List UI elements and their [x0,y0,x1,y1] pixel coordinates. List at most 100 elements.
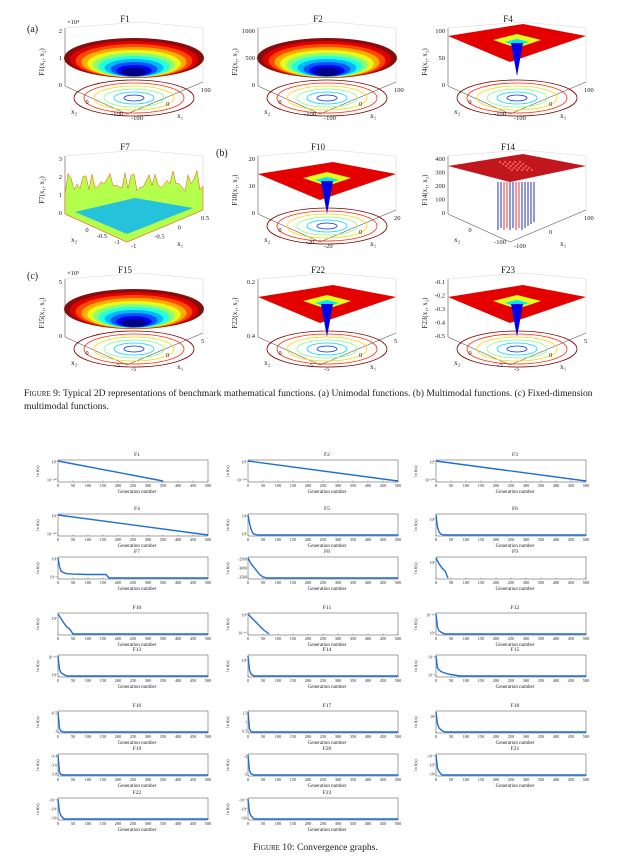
x-tick-label: 0 [57,580,59,585]
x-tick-label: 350 [160,777,166,782]
x-tick-label: 200 [115,821,121,826]
y-axis-label: ln f(x) [225,618,230,630]
x-tick-label: 250 [130,821,136,826]
x-tick-label: 0 [435,636,437,641]
x-tick-label: 150 [290,537,296,542]
x-tick-label: 450 [190,777,196,782]
x-tick-label: 450 [568,636,574,641]
y-tick-label: -5 [114,362,119,369]
z-tick-label: 2 [59,174,62,181]
convergence-chart-f19: F19 Generation number 0 50 100 150 200 250 300 35… [32,746,216,790]
x-tick-label: 450 [380,678,386,683]
x-tick-label: 300 [145,821,151,826]
figure-9-caption-text: Typical 2D representations of benchmark … [24,388,593,412]
x-tick-label: 350 [538,537,544,542]
x-tick-label: 350 [350,636,356,641]
x-tick-label: 250 [508,777,514,782]
x-axis-label: Generation number [117,741,157,746]
x-tick-label: 350 [538,483,544,488]
z-tick-label: -0.1 [435,279,445,286]
x-axis-label: Generation number [117,784,157,789]
panel-title: F1 [120,14,130,24]
x-tick-label: 350 [350,734,356,739]
x-tick-label: 300 [145,678,151,683]
surface-panel-f2: F2 1000 500 0 F2(x₁, x₂) -100 0 100 0 -100 x₁ x₂ [228,14,408,132]
y-axis-label: ln f(x) [35,465,40,477]
x-tick-label: 0 [435,678,437,683]
x-tick-label: 100 [275,678,281,683]
z-axis-label: F2(x₁, x₂) [231,48,239,76]
convergence-chart-f1: F1 Generation number 0 50 100 150 200 250 300 350… [32,452,216,496]
z-tick-label: -0.3 [435,306,445,313]
x-axis-label: Generation number [307,784,347,789]
x-tick-label: 300 [145,636,151,641]
convergence-line [57,460,164,482]
y-axis [126,332,204,366]
y-axis-label: ln f(x) [413,562,418,574]
z-tick-label: 2 [59,28,62,35]
x-tick-label: 350 [538,678,544,683]
x-tick-label: 0 [247,483,249,488]
y-axis-label: ln f(x) [413,519,418,531]
z-tick-label: 10 [249,183,256,190]
x-tick-label: 250 [320,636,326,641]
x-tick-label: 400 [553,483,559,488]
x-tick-label: 0 [435,580,437,585]
convergence-plot: 0 50 100 150 200 250 300 350 400 450 500 10⁰ 10⁻¹⁰ ln… [225,613,401,642]
x-tick-label: 350 [350,483,356,488]
x-tick-label: 100 [275,483,281,488]
y-tick-label: 0 [278,227,281,234]
x-tick-label: 0 [435,777,437,782]
convergence-line [247,711,398,733]
surface-panel-f1: F1 2 1 0 ×10⁴ F1(x₁, x₂) -100 0 100 0 -100 x₁ x₂ [35,14,215,132]
x-axis-label: x₁ [370,111,377,120]
convergence-chart-f9: F9 Generation number 0 50 100 150 200 250 300 350… [410,549,594,593]
x-tick-label: 50 [449,636,453,641]
plot-frame [247,797,399,821]
y-axis-label: ln f(x) [413,716,418,728]
z-axis-label: F22(x₁, x₂) [231,297,239,329]
chart-title: F10 [132,605,142,611]
z-tick-label: 0 [59,333,62,340]
row-label-c: (c) [27,271,39,282]
surface-plot: 2 1 0 ×10⁴ F1(x₁, x₂) -100 0 100 0 -100 x₁ x₂ [38,19,211,122]
panel-title: F23 [500,265,515,275]
x-tick-label: 200 [493,537,499,542]
chart-title: F16 [132,703,142,709]
x-tick-label: 500 [395,537,401,542]
y-tick-label: -100 [494,111,506,118]
x-axis-label: Generation number [117,490,157,495]
x-tick-label: 150 [290,636,296,641]
z-tick-label: 1 [59,192,62,199]
plot-frame [247,753,399,777]
x-tick-label: 200 [493,636,499,641]
x-tick-label: 0 [435,734,437,739]
x-tick-label: 300 [335,537,341,542]
convergence-line [247,557,398,579]
figure-10-caption: Figure 10: Convergence graphs. [0,842,631,855]
x-tick-label: 200 [493,483,499,488]
x-tick-label: 250 [130,483,136,488]
x-tick-label: 400 [175,734,181,739]
plot-frame [247,654,399,678]
x-tick-label: 400 [553,636,559,641]
x-tick-label: 200 [493,734,499,739]
x-tick-label: 100 [463,537,469,542]
x-tick-label: 100 [463,777,469,782]
x-tick-label: 450 [190,734,196,739]
x-axis-label: Generation number [117,685,157,690]
x-tick-label: 300 [335,821,341,826]
x-tick-label: 150 [100,537,106,542]
x-tick-label: 450 [568,580,574,585]
x-tick-label: 0 [57,483,59,488]
chart-title: F2 [324,452,330,458]
x-axis-label: Generation number [307,643,347,648]
x-axis-label: Generation number [495,544,535,549]
x-tick-label: 350 [160,483,166,488]
x-tick-label: 100 [201,87,211,94]
x-tick-label: 250 [130,678,136,683]
y-axis-label: x₂ [71,107,78,116]
x-tick-label: 450 [380,636,386,641]
convergence-chart-f8: F8 Generation number 0 50 100 150 200 250 300 350… [222,549,406,593]
plot-frame [435,710,587,734]
